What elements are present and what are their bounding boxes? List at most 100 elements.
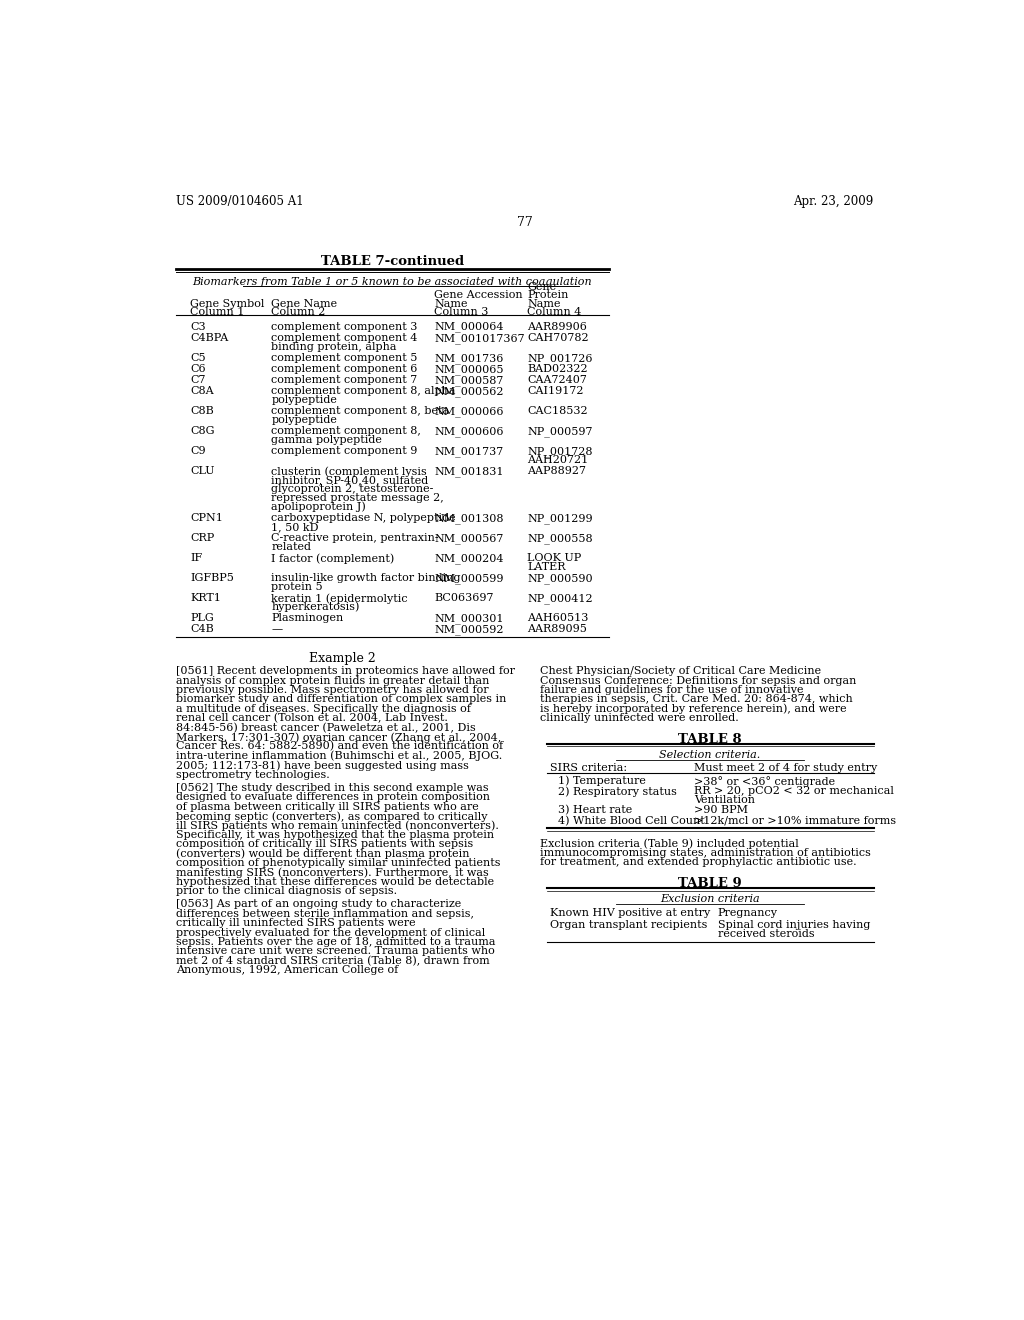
Text: NM_000204: NM_000204 [434, 553, 504, 564]
Text: Known HIV positive at entry: Known HIV positive at entry [550, 908, 711, 919]
Text: TABLE 8: TABLE 8 [678, 734, 741, 746]
Text: of plasma between critically ill SIRS patients who are: of plasma between critically ill SIRS pa… [176, 801, 479, 812]
Text: LATER: LATER [527, 562, 565, 572]
Text: [0562] The study described in this second example was: [0562] The study described in this secon… [176, 783, 488, 793]
Text: NP_001726: NP_001726 [527, 352, 593, 363]
Text: Gene: Gene [527, 281, 556, 292]
Text: failure and guidelines for the use of innovative: failure and guidelines for the use of in… [541, 685, 804, 696]
Text: NM_000064: NM_000064 [434, 322, 504, 333]
Text: critically ill uninfected SIRS patients were: critically ill uninfected SIRS patients … [176, 919, 416, 928]
Text: C3: C3 [190, 322, 206, 331]
Text: [0563] As part of an ongoing study to characterize: [0563] As part of an ongoing study to ch… [176, 899, 461, 909]
Text: keratin 1 (epidermolytic: keratin 1 (epidermolytic [271, 593, 408, 603]
Text: Cancer Res. 64: 5882-5890) and even the identification of: Cancer Res. 64: 5882-5890) and even the … [176, 742, 503, 751]
Text: Markers. 17:301-307) ovarian cancer (Zhang et al., 2004,: Markers. 17:301-307) ovarian cancer (Zha… [176, 733, 502, 743]
Text: becoming septic (converters), as compared to critically: becoming septic (converters), as compare… [176, 810, 487, 821]
Text: complement component 4: complement component 4 [271, 333, 418, 343]
Text: NM_001308: NM_001308 [434, 513, 504, 524]
Text: AAH20721: AAH20721 [527, 455, 589, 465]
Text: PLG: PLG [190, 612, 214, 623]
Text: polypeptide: polypeptide [271, 416, 337, 425]
Text: analysis of complex protein fluids in greater detail than: analysis of complex protein fluids in gr… [176, 676, 489, 685]
Text: Exclusion criteria: Exclusion criteria [660, 895, 760, 904]
Text: BAD02322: BAD02322 [527, 364, 588, 374]
Text: Name: Name [434, 298, 468, 309]
Text: NP_000597: NP_000597 [527, 426, 593, 437]
Text: Must meet 2 of 4 for study entry: Must meet 2 of 4 for study entry [693, 763, 877, 772]
Text: C-reactive protein, pentraxin-: C-reactive protein, pentraxin- [271, 533, 439, 543]
Text: C4BPA: C4BPA [190, 333, 228, 343]
Text: CRP: CRP [190, 533, 214, 543]
Text: C8G: C8G [190, 426, 214, 437]
Text: ill SIRS patients who remain uninfected (nonconverters).: ill SIRS patients who remain uninfected … [176, 820, 499, 830]
Text: carboxypeptidase N, polypeptide: carboxypeptidase N, polypeptide [271, 513, 456, 523]
Text: NM_001831: NM_001831 [434, 466, 504, 477]
Text: Protein: Protein [527, 290, 568, 300]
Text: complement component 9: complement component 9 [271, 446, 418, 457]
Text: 3) Heart rate: 3) Heart rate [558, 805, 633, 816]
Text: C5: C5 [190, 352, 206, 363]
Text: AAR89095: AAR89095 [527, 624, 587, 634]
Text: NM_000606: NM_000606 [434, 426, 504, 437]
Text: >12k/mcl or >10% immature forms: >12k/mcl or >10% immature forms [693, 816, 896, 826]
Text: a multitude of diseases. Specifically the diagnosis of: a multitude of diseases. Specifically th… [176, 704, 471, 714]
Text: CAA72407: CAA72407 [527, 375, 587, 385]
Text: complement component 6: complement component 6 [271, 364, 418, 374]
Text: US 2009/0104605 A1: US 2009/0104605 A1 [176, 194, 304, 207]
Text: >90 BPM: >90 BPM [693, 805, 748, 816]
Text: Organ transplant recipients: Organ transplant recipients [550, 920, 708, 931]
Text: Biomarkers from Table 1 or 5 known to be associated with coagulation: Biomarkers from Table 1 or 5 known to be… [193, 277, 592, 286]
Text: NP_001299: NP_001299 [527, 513, 593, 524]
Text: C4B: C4B [190, 624, 214, 634]
Text: C9: C9 [190, 446, 206, 457]
Text: insulin-like growth factor binding: insulin-like growth factor binding [271, 573, 461, 583]
Text: met 2 of 4 standard SIRS criteria (Table 8), drawn from: met 2 of 4 standard SIRS criteria (Table… [176, 956, 489, 966]
Text: C7: C7 [190, 375, 206, 385]
Text: AAH60513: AAH60513 [527, 612, 589, 623]
Text: C8A: C8A [190, 387, 214, 396]
Text: polypeptide: polypeptide [271, 395, 337, 405]
Text: 2) Respiratory status: 2) Respiratory status [558, 787, 677, 797]
Text: NP_000590: NP_000590 [527, 573, 593, 583]
Text: Gene Symbol: Gene Symbol [190, 298, 264, 309]
Text: (converters) would be different than plasma protein: (converters) would be different than pla… [176, 849, 470, 859]
Text: glycoprotein 2, testosterone-: glycoprotein 2, testosterone- [271, 484, 434, 494]
Text: Column 2: Column 2 [271, 308, 326, 317]
Text: prospectively evaluated for the development of clinical: prospectively evaluated for the developm… [176, 928, 485, 937]
Text: intra-uterine inflammation (Buhimschi et al., 2005, BJOG.: intra-uterine inflammation (Buhimschi et… [176, 751, 503, 762]
Text: apolipoprotein J): apolipoprotein J) [271, 502, 367, 512]
Text: renal cell cancer (Tolson et al. 2004, Lab Invest.: renal cell cancer (Tolson et al. 2004, L… [176, 713, 447, 723]
Text: NM_001737: NM_001737 [434, 446, 504, 457]
Text: 4) White Blood Cell Count: 4) White Blood Cell Count [558, 816, 705, 826]
Text: previously possible. Mass spectrometry has allowed for: previously possible. Mass spectrometry h… [176, 685, 488, 696]
Text: 84:845-56) breast cancer (Paweletza et al., 2001, Dis: 84:845-56) breast cancer (Paweletza et a… [176, 722, 476, 733]
Text: NM_000562: NM_000562 [434, 387, 504, 397]
Text: composition of critically ill SIRS patients with sepsis: composition of critically ill SIRS patie… [176, 840, 473, 849]
Text: 1) Temperature: 1) Temperature [558, 776, 646, 787]
Text: Anonymous, 1992, American College of: Anonymous, 1992, American College of [176, 965, 398, 975]
Text: inhibitor, SP-40,40, sulfated: inhibitor, SP-40,40, sulfated [271, 475, 429, 486]
Text: gamma polypeptide: gamma polypeptide [271, 436, 382, 445]
Text: IGFBP5: IGFBP5 [190, 573, 233, 583]
Text: [0561] Recent developments in proteomics have allowed for: [0561] Recent developments in proteomics… [176, 667, 515, 676]
Text: >38° or <36° centigrade: >38° or <36° centigrade [693, 776, 835, 787]
Text: CAH70782: CAH70782 [527, 333, 589, 343]
Text: NM_000567: NM_000567 [434, 533, 504, 544]
Text: CLU: CLU [190, 466, 214, 477]
Text: RR > 20, pCO2 < 32 or mechanical: RR > 20, pCO2 < 32 or mechanical [693, 787, 894, 796]
Text: immunocompromising states, administration of antibiotics: immunocompromising states, administratio… [541, 847, 871, 858]
Text: is hereby incorporated by reference herein), and were: is hereby incorporated by reference here… [541, 704, 847, 714]
Text: Column 1: Column 1 [190, 308, 245, 317]
Text: clinically uninfected were enrolled.: clinically uninfected were enrolled. [541, 713, 739, 723]
Text: complement component 3: complement component 3 [271, 322, 418, 331]
Text: NM_000587: NM_000587 [434, 375, 504, 385]
Text: NM_000301: NM_000301 [434, 612, 504, 624]
Text: AAR89906: AAR89906 [527, 322, 587, 331]
Text: BC063697: BC063697 [434, 593, 494, 603]
Text: NM_000066: NM_000066 [434, 407, 504, 417]
Text: TABLE 7-continued: TABLE 7-continued [321, 255, 464, 268]
Text: Plasminogen: Plasminogen [271, 612, 344, 623]
Text: I factor (complement): I factor (complement) [271, 553, 394, 564]
Text: intensive care unit were screened. Trauma patients who: intensive care unit were screened. Traum… [176, 946, 495, 957]
Text: manifesting SIRS (nonconverters). Furthermore, it was: manifesting SIRS (nonconverters). Furthe… [176, 867, 488, 878]
